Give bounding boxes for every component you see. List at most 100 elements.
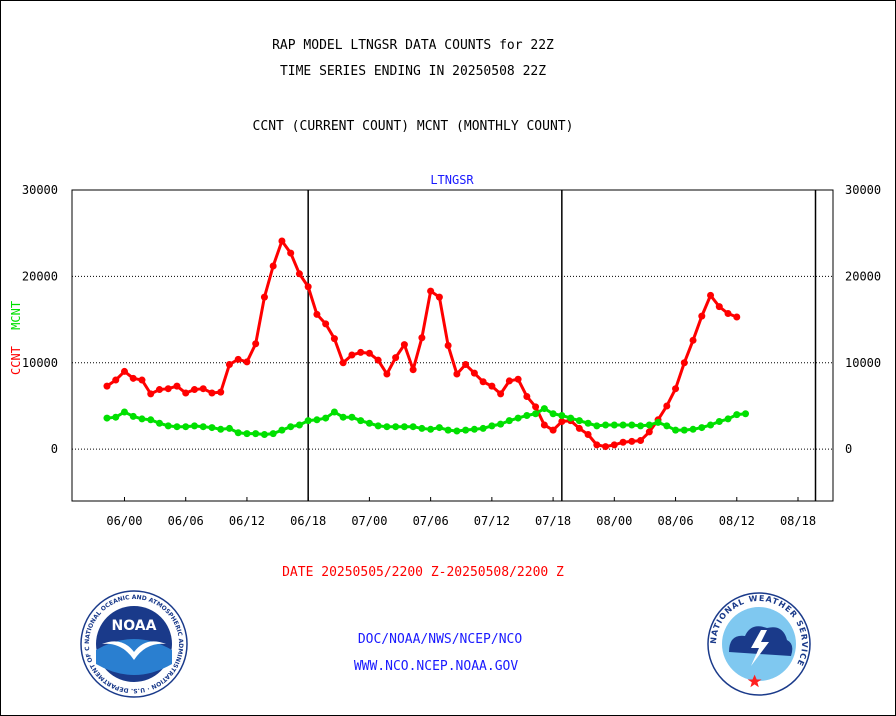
data-point-mcnt [645, 421, 653, 429]
data-point-mcnt [619, 421, 627, 429]
y-tick-label-left: 20000 [22, 269, 58, 283]
data-point-mcnt [698, 424, 706, 432]
data-point-ccnt [549, 426, 557, 434]
x-tick-label: 06/18 [290, 514, 326, 528]
data-point-ccnt [147, 390, 155, 398]
data-point-mcnt [505, 417, 513, 425]
data-point-mcnt [462, 426, 470, 434]
data-point-mcnt [208, 424, 216, 432]
data-point-ccnt [234, 355, 242, 363]
data-point-mcnt [575, 417, 583, 425]
data-point-ccnt [523, 392, 531, 400]
data-point-mcnt [155, 419, 163, 427]
data-point-ccnt [182, 389, 190, 397]
data-point-mcnt [287, 423, 295, 431]
data-point-mcnt [602, 421, 610, 429]
data-point-ccnt [243, 358, 251, 366]
data-point-mcnt [488, 422, 496, 430]
data-point-mcnt [742, 410, 750, 418]
data-point-mcnt [715, 418, 723, 426]
data-point-ccnt [304, 283, 312, 291]
data-point-ccnt [313, 310, 321, 318]
x-tick-label: 07/06 [413, 514, 449, 528]
data-point-ccnt [497, 390, 505, 398]
data-point-ccnt [129, 374, 137, 382]
data-point-mcnt [672, 426, 680, 434]
data-point-ccnt [287, 249, 295, 257]
series-line-ccnt [106, 239, 738, 449]
data-point-ccnt [532, 403, 540, 411]
x-tick-label: 07/12 [474, 514, 510, 528]
data-point-ccnt [602, 443, 610, 451]
series-label-ltngsr: LTNGSR [430, 173, 474, 187]
data-point-mcnt [252, 430, 260, 438]
data-point-ccnt [610, 441, 618, 449]
plot-area-border [71, 189, 834, 502]
data-point-mcnt [435, 424, 443, 432]
data-point-ccnt [322, 320, 330, 328]
series-layer [103, 237, 750, 451]
data-point-mcnt [584, 419, 592, 427]
data-point-mcnt [663, 422, 671, 430]
data-point-ccnt [575, 424, 583, 432]
data-point-ccnt [680, 359, 688, 367]
data-point-ccnt [112, 376, 120, 384]
y-tick-label-right: 20000 [845, 269, 881, 283]
data-point-mcnt [260, 430, 268, 438]
x-tick-label: 08/00 [596, 514, 632, 528]
data-point-mcnt [103, 414, 111, 422]
data-point-ccnt [138, 376, 146, 384]
data-point-mcnt [707, 421, 715, 429]
x-tick-label: 08/18 [780, 514, 816, 528]
data-point-ccnt [715, 303, 723, 311]
y-axis-label-ccnt: CCNT [9, 346, 23, 375]
nws-logo-icon: NATIONAL WEATHER SERVICE [707, 592, 811, 696]
data-point-mcnt [313, 416, 321, 424]
data-point-mcnt [243, 430, 251, 438]
data-point-ccnt [260, 293, 268, 301]
data-point-mcnt [374, 422, 382, 430]
data-point-ccnt [453, 370, 461, 378]
data-point-mcnt [112, 413, 120, 421]
org-line: DOC/NOAA/NWS/NCEP/NCO [357, 632, 523, 647]
data-point-ccnt [470, 369, 478, 377]
data-point-mcnt [182, 423, 190, 431]
data-point-ccnt [663, 402, 671, 410]
x-tick-label: 07/18 [535, 514, 571, 528]
data-point-ccnt [164, 385, 172, 393]
x-tick-label: 08/06 [657, 514, 693, 528]
data-point-mcnt [234, 429, 242, 437]
y-tick-label-right: 0 [845, 442, 852, 456]
data-point-ccnt [619, 438, 627, 446]
data-point-mcnt [365, 419, 373, 427]
data-point-mcnt [610, 421, 618, 429]
data-point-ccnt [689, 336, 697, 344]
data-point-mcnt [129, 412, 137, 420]
data-point-ccnt [348, 351, 356, 359]
data-point-ccnt [357, 348, 365, 356]
y-tick-label-left: 0 [51, 442, 58, 456]
data-point-ccnt [427, 287, 435, 295]
data-point-mcnt [733, 411, 741, 419]
data-point-ccnt [120, 367, 128, 375]
data-point-ccnt [409, 366, 417, 374]
data-point-ccnt [672, 385, 680, 393]
data-point-ccnt [479, 378, 487, 386]
x-tick-label: 06/00 [106, 514, 142, 528]
data-point-mcnt [427, 425, 435, 433]
data-point-mcnt [304, 417, 312, 425]
data-point-ccnt [724, 310, 732, 318]
data-point-ccnt [155, 386, 163, 394]
data-point-mcnt [444, 426, 452, 434]
x-tick-label: 06/12 [229, 514, 265, 528]
data-point-mcnt [514, 414, 522, 422]
axis-tick-labels: 0 0 10000 10000 20000 20000 30000 30000 06/00 06/… [22, 183, 881, 528]
data-point-ccnt [514, 375, 522, 383]
data-point-mcnt [357, 417, 365, 425]
data-point-ccnt [444, 342, 452, 349]
x-tick-label: 07/00 [351, 514, 387, 528]
data-point-mcnt [392, 423, 400, 431]
data-point-mcnt [120, 408, 128, 416]
data-point-ccnt [252, 340, 260, 348]
